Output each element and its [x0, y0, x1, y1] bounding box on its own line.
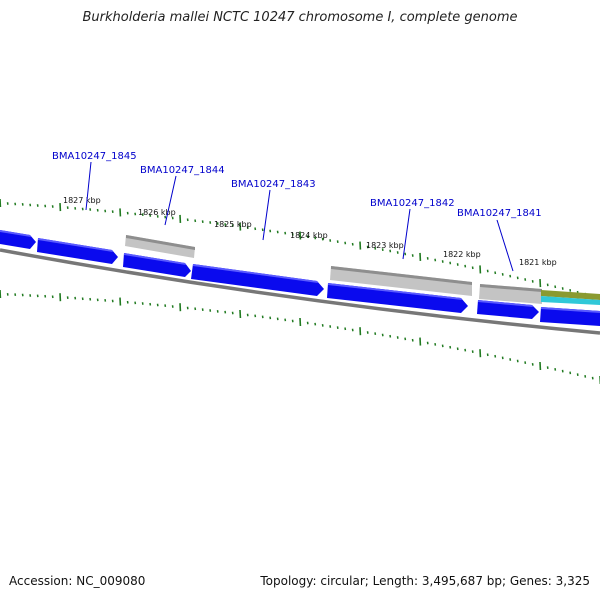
leader-line-1845 [85, 161, 92, 211]
leader-line-1843 [262, 189, 271, 241]
ruler-label-1822: 1822 kbp [443, 250, 481, 259]
feature-olive-band[interactable] [541, 290, 600, 300]
gene-arrow-blue-e[interactable] [327, 283, 468, 313]
ruler-label-1824: 1824 kbp [290, 231, 328, 240]
gene-label-1843[interactable]: BMA10247_1843 [231, 179, 316, 190]
gene-label-1841[interactable]: BMA10247_1841 [457, 208, 542, 219]
leader-line-1841 [496, 219, 514, 272]
gene-arrow-blue-f[interactable] [477, 300, 539, 319]
leader-line-1844 [164, 175, 177, 226]
ruler-label-1825: 1825 kbp [214, 220, 252, 229]
ruler-label-1826: 1826 kbp [138, 208, 176, 217]
gene-feature-gray-1844[interactable] [125, 235, 195, 258]
leader-line-1842 [402, 208, 411, 260]
map-title: Burkholderia mallei NCTC 10247 chromosom… [82, 10, 518, 25]
gene-feature-gray-1842[interactable] [330, 266, 472, 296]
ruler-labels: 1827 kbp 1826 kbp 1825 kbp 1824 kbp 1823… [63, 196, 557, 267]
ruler-label-1823: 1823 kbp [366, 241, 404, 250]
gene-label-1845[interactable]: BMA10247_1845 [52, 151, 137, 162]
gene-arrow-blue-c[interactable] [123, 253, 191, 277]
gene-arrow-blue-b[interactable] [37, 238, 118, 264]
gene-arrow-blue-a[interactable] [0, 230, 36, 249]
chromosome-backbone [0, 248, 600, 335]
inner-tick-track [0, 289, 600, 385]
gene-arrow-blue-d[interactable] [191, 264, 324, 296]
gene-labels: BMA10247_1845 BMA10247_1844 BMA10247_184… [52, 151, 542, 219]
gene-arrow-blue-g[interactable] [540, 307, 600, 326]
gene-label-1844[interactable]: BMA10247_1844 [140, 165, 225, 176]
gene-leader-lines [85, 161, 514, 272]
accession-text: Accession: NC_009080 [9, 574, 146, 588]
gene-feature-gray-1841[interactable] [479, 284, 542, 304]
feature-cyan-band[interactable] [541, 296, 600, 305]
ruler-label-1827: 1827 kbp [63, 196, 101, 205]
outer-tick-track [0, 198, 600, 303]
gene-label-1842[interactable]: BMA10247_1842 [370, 198, 455, 209]
genome-summary-text: Topology: circular; Length: 3,495,687 bp… [260, 574, 590, 588]
ruler-label-1821: 1821 kbp [519, 258, 557, 267]
